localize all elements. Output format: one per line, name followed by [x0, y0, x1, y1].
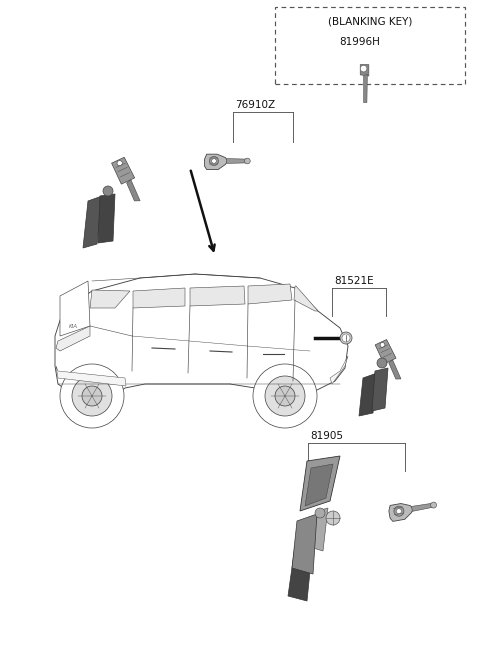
Text: KIA: KIA	[69, 323, 77, 329]
Circle shape	[360, 65, 367, 72]
Circle shape	[265, 376, 305, 416]
Circle shape	[396, 508, 401, 514]
Polygon shape	[360, 64, 369, 76]
Circle shape	[253, 364, 317, 428]
Circle shape	[377, 358, 387, 368]
Circle shape	[72, 376, 112, 416]
Polygon shape	[288, 541, 313, 601]
Polygon shape	[330, 356, 348, 384]
Polygon shape	[83, 196, 102, 248]
Circle shape	[326, 511, 340, 525]
Circle shape	[340, 332, 352, 344]
Polygon shape	[248, 284, 292, 304]
Polygon shape	[60, 281, 90, 336]
Polygon shape	[98, 194, 115, 243]
Polygon shape	[372, 368, 388, 411]
Circle shape	[394, 506, 404, 516]
Polygon shape	[389, 359, 401, 379]
Polygon shape	[56, 366, 126, 386]
Circle shape	[380, 342, 385, 347]
Polygon shape	[227, 159, 247, 163]
Text: (BLANKING KEY): (BLANKING KEY)	[328, 17, 412, 27]
Circle shape	[315, 508, 325, 518]
Polygon shape	[300, 456, 340, 511]
Circle shape	[209, 156, 218, 165]
Polygon shape	[204, 154, 228, 169]
Polygon shape	[411, 503, 434, 512]
Text: 81996H: 81996H	[339, 37, 381, 47]
Polygon shape	[111, 157, 135, 184]
FancyBboxPatch shape	[275, 7, 465, 84]
Circle shape	[342, 334, 350, 342]
Polygon shape	[294, 286, 318, 311]
Text: 81521E: 81521E	[334, 276, 373, 286]
Polygon shape	[313, 508, 328, 551]
Polygon shape	[90, 290, 130, 308]
Polygon shape	[305, 464, 333, 506]
Polygon shape	[55, 274, 348, 398]
Polygon shape	[375, 340, 396, 364]
Text: 76910Z: 76910Z	[235, 100, 275, 110]
Polygon shape	[292, 514, 317, 574]
Circle shape	[431, 502, 437, 508]
Circle shape	[103, 186, 113, 196]
Circle shape	[60, 364, 124, 428]
Polygon shape	[363, 74, 367, 102]
Polygon shape	[359, 373, 377, 416]
Polygon shape	[56, 326, 90, 351]
Polygon shape	[127, 180, 140, 201]
Text: 81905: 81905	[310, 431, 343, 441]
Polygon shape	[389, 504, 413, 522]
Circle shape	[82, 386, 102, 406]
Circle shape	[244, 158, 250, 164]
Circle shape	[275, 386, 295, 406]
Circle shape	[212, 159, 216, 163]
Polygon shape	[190, 286, 245, 306]
Circle shape	[117, 161, 122, 166]
Polygon shape	[133, 288, 185, 308]
